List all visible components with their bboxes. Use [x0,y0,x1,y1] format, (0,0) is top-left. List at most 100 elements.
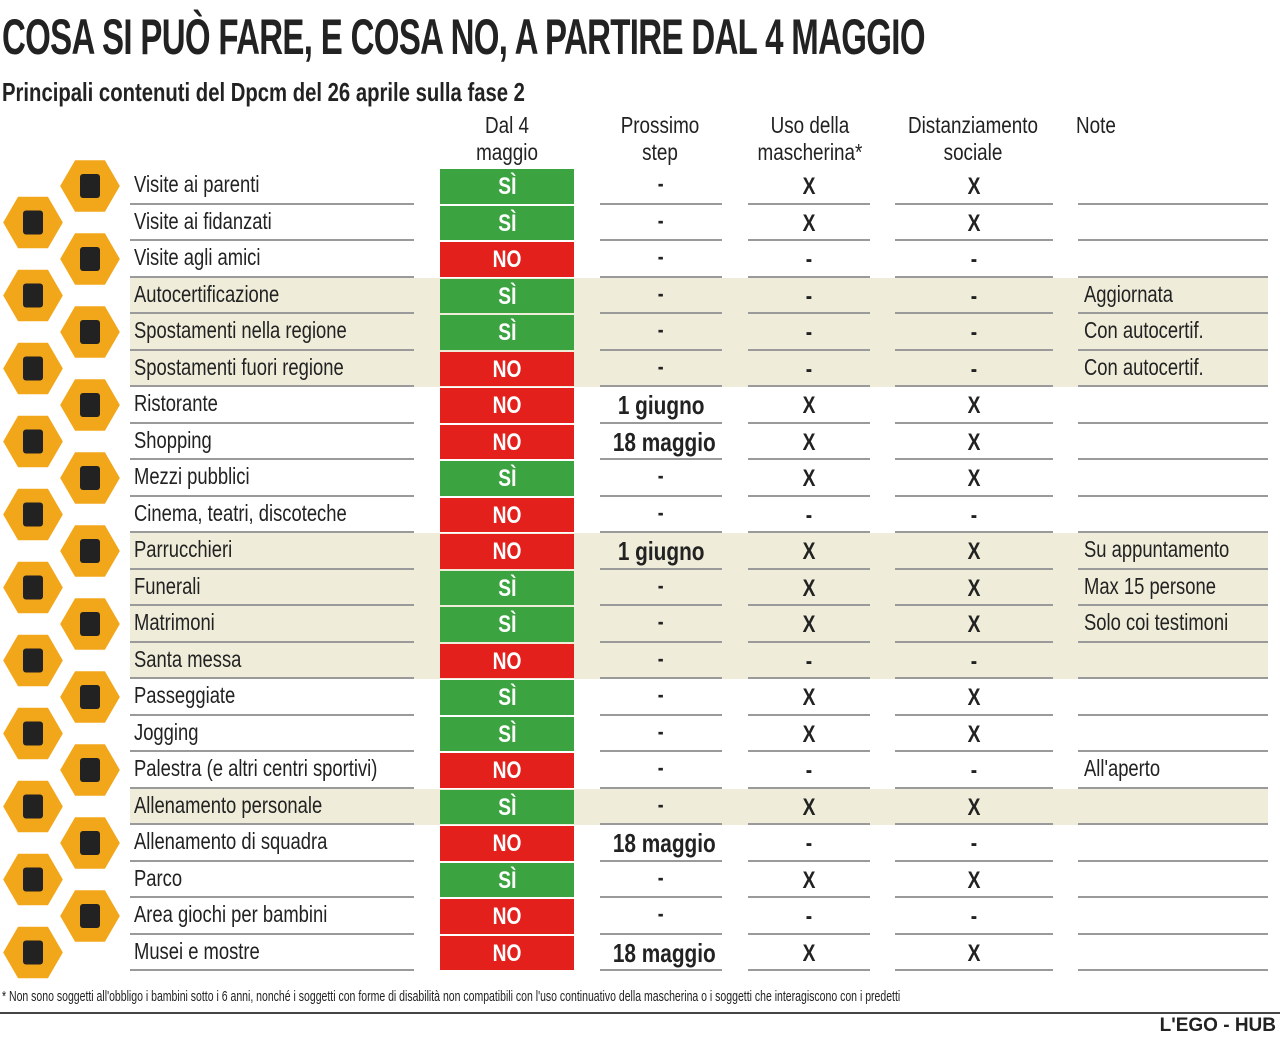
row-rule [130,567,414,570]
row-rule [130,969,414,971]
mask: - [748,648,870,676]
distancing-text: X [967,939,981,967]
mask: - [748,246,870,274]
next-step: - [600,865,722,891]
row-rule [1078,458,1268,460]
row-rule [130,896,414,898]
status-cell-text: SÌ [497,720,517,748]
status-cell: SÌ [440,278,574,313]
note: All'aperto [1084,755,1179,782]
distancing-text: X [967,428,981,456]
next-step-text: 1 giugno [617,390,705,420]
note: Solo coi testimoni [1084,609,1264,636]
next-step-text: 18 maggio [612,426,716,457]
row-label-text: Spostamenti fuori regione [134,353,344,380]
icon-glyph [23,283,43,308]
mask: X [748,611,870,639]
row-label: Allenamento personale [134,792,369,819]
row-rule [130,604,414,606]
status-cell: NO [440,753,574,788]
next-step: - [600,609,722,635]
distancing-text: - [970,501,978,529]
mask-text: - [805,830,813,857]
next-step: - [600,719,722,745]
next-step: - [600,463,722,489]
row-rule [748,786,870,789]
status-cell: NO [440,242,574,277]
status-cell: SÌ [440,862,574,897]
mask-text: - [805,903,813,930]
distancing: X [895,794,1053,822]
next-step-text: - [658,718,664,744]
status-cell-text: SÌ [497,282,517,310]
mask-text: X [802,684,816,711]
mask: X [748,465,870,493]
row-rule [895,348,1053,351]
row-rule [130,494,414,497]
distancing: - [895,757,1053,785]
status-cell-text: NO [492,939,522,967]
mask: X [748,210,870,238]
distancing: - [895,502,1053,530]
column-header-text: Distanziamento sociale [908,112,1038,165]
divider [0,1012,1280,1014]
icon-glyph [80,320,100,344]
row-rule [1078,640,1268,643]
next-step: - [600,792,722,818]
mask: X [748,575,870,603]
row-rule [748,859,870,862]
row-rule [1078,239,1268,241]
next-step-text: - [658,244,664,269]
row-rule [895,312,1053,314]
row-rule [895,531,1053,533]
row-rule [1078,348,1268,351]
next-step: 18 maggio [600,938,722,969]
row-label: Spostamenti nella regione [134,317,400,344]
next-step-text: 1 giugno [617,536,705,566]
row-label: Parco [134,865,194,892]
row-rule [130,385,414,387]
row-rule [895,713,1053,716]
row-rule [1078,713,1268,716]
icon-glyph [23,356,43,381]
row-rule [748,531,870,533]
column-header: Note [1076,112,1196,139]
icon-glyph [23,721,43,746]
mask: - [748,283,870,311]
row-rule [600,969,722,971]
next-step-text: - [658,609,664,634]
row-rule [1078,531,1268,533]
row-rule [895,786,1053,789]
row-rule [748,312,870,314]
status-cell-text: SÌ [497,319,517,346]
next-step: - [600,244,722,270]
row-label-text: Visite ai fidanzati [134,207,272,234]
mask-text: - [805,246,813,273]
distancing: X [895,429,1053,457]
row-rule [130,823,414,825]
next-step-text: - [658,755,664,780]
distancing-text: - [970,757,978,784]
distancing: X [895,210,1053,238]
distancing-text: X [967,720,981,748]
row-rule [748,385,870,387]
distancing: X [895,721,1053,749]
row-rule [1078,312,1268,314]
status-cell-text: SÌ [497,209,517,237]
status-cell: NO [440,424,574,459]
row-label-text: Mezzi pubblici [134,463,250,489]
status-cell-text: NO [492,246,522,273]
distancing: - [895,830,1053,858]
row-rule [895,567,1053,570]
mask-text: - [805,647,813,675]
row-rule [895,202,1053,205]
mask: X [748,538,870,566]
distancing-text: - [970,282,978,310]
row-rule [748,713,870,716]
row-rule [748,348,870,351]
mask: X [748,173,870,201]
mask: X [748,867,870,895]
row-rule [600,239,722,241]
mask-text: X [802,465,816,492]
row-label-text: Ristorante [134,390,218,416]
